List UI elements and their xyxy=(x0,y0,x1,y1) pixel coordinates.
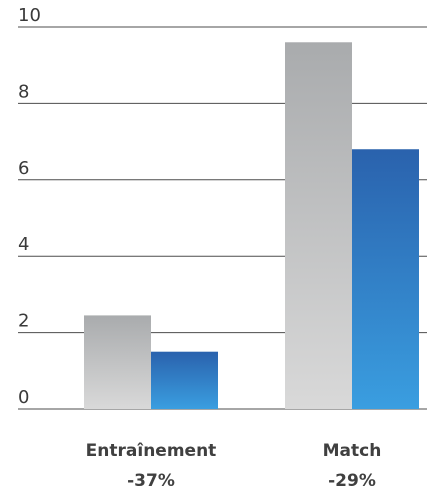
category-label-match: Match xyxy=(323,441,382,461)
bar-match-series-2 xyxy=(352,149,419,410)
y-tick-label-4: 4 xyxy=(18,234,29,255)
category-sublabel-match: -29% xyxy=(328,471,376,491)
y-tick-label-8: 8 xyxy=(18,81,29,102)
y-axis-tick-labels: 0 2 4 6 8 10 xyxy=(18,5,41,408)
bar-entrainement-series-2 xyxy=(151,351,218,409)
category-sublabel-entrainement: -37% xyxy=(127,471,175,491)
y-tick-label-2: 2 xyxy=(18,311,29,332)
y-tick-label-10: 10 xyxy=(18,5,41,26)
category-label-entrainement: Entraînement xyxy=(86,441,217,461)
y-tick-label-6: 6 xyxy=(18,158,29,179)
bar-match-series-1 xyxy=(285,42,352,409)
bars xyxy=(84,42,419,410)
y-tick-label-0: 0 xyxy=(18,387,29,408)
x-axis-category-labels: Entraînement -37% Match -29% xyxy=(86,441,382,491)
bar-entrainement-series-1 xyxy=(84,315,151,409)
